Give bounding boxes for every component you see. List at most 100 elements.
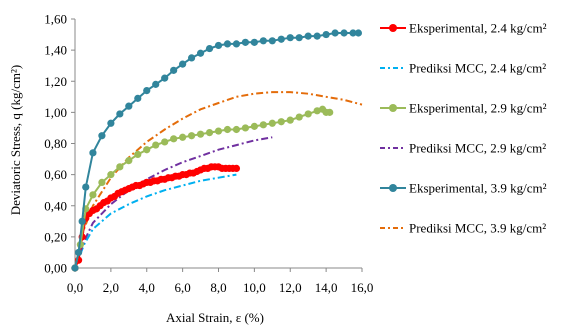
- data-point: [268, 119, 276, 127]
- data-point: [295, 34, 303, 42]
- y-tick-label: 0,60: [44, 167, 67, 182]
- data-point: [89, 149, 97, 157]
- data-point: [187, 54, 196, 62]
- legend-label: Prediksi MCC, 2.4 kg/cm²: [409, 61, 546, 76]
- legend-item-5: Eksperimental, 3.9 kg/cm²: [380, 181, 547, 196]
- series-line: [74, 136, 273, 269]
- x-tick-label: 8,0: [210, 280, 226, 295]
- series-3: [71, 105, 334, 272]
- y-tick-label: 0,20: [44, 229, 67, 244]
- legend-label: Eksperimental, 2.9 kg/cm²: [409, 101, 547, 116]
- data-point: [304, 110, 312, 118]
- y-tick-label: 1,60: [44, 12, 67, 27]
- data-point: [232, 125, 241, 134]
- data-point: [152, 141, 160, 149]
- data-point: [214, 127, 223, 135]
- series-5: [71, 29, 363, 272]
- series-1: [71, 163, 241, 272]
- data-point: [340, 29, 348, 37]
- data-point: [232, 164, 241, 172]
- data-point: [259, 121, 267, 129]
- x-tick-label: 14,0: [315, 280, 338, 295]
- data-point: [107, 171, 115, 179]
- data-point: [250, 38, 258, 46]
- y-tick-label: 1,00: [44, 105, 67, 120]
- data-point: [259, 37, 267, 45]
- axes: 0,00 0,20 0,40 0,60 0,80 1,00 1,20 1,40 1,60 0,0 2…: [44, 12, 373, 296]
- data-point: [134, 150, 142, 158]
- y-tick-label: 0,00: [44, 261, 67, 276]
- data-point: [205, 44, 214, 53]
- y-tick-label: 1,20: [44, 74, 67, 89]
- data-point: [205, 129, 214, 137]
- data-point: [71, 264, 79, 272]
- y-tick-label: 0,80: [44, 136, 67, 151]
- data-point: [89, 191, 97, 199]
- data-point: [152, 80, 160, 88]
- data-point: [116, 163, 124, 171]
- x-tick-label: 12,0: [279, 280, 302, 295]
- data-point: [277, 118, 285, 126]
- data-point: [179, 60, 187, 68]
- x-tick-label: 2,0: [103, 280, 119, 295]
- data-point: [268, 37, 276, 45]
- series-line: [74, 32, 359, 269]
- data-point: [78, 217, 86, 225]
- legend-marker: [389, 184, 397, 192]
- x-tick-label: 0,0: [67, 280, 83, 295]
- legend-label: Eksperimental, 3.9 kg/cm²: [409, 181, 547, 196]
- data-point: [196, 130, 205, 138]
- x-tick-label: 4,0: [139, 280, 155, 295]
- data-point: [161, 138, 169, 146]
- data-point: [98, 178, 106, 187]
- data-point: [82, 183, 90, 191]
- series-line: [74, 91, 363, 269]
- data-point: [295, 113, 303, 121]
- data-point: [170, 66, 178, 74]
- y-axis-title: Deviatoric Stress, q (kg/cm²): [8, 65, 23, 215]
- x-axis-title: Axial Strain, ε (%): [166, 310, 264, 325]
- legend-label: Prediksi MCC, 2.9 kg/cm²: [409, 141, 546, 156]
- data-point: [125, 102, 133, 110]
- legend-item-2: Prediksi MCC, 2.4 kg/cm²: [380, 61, 546, 76]
- legend-marker: [389, 24, 397, 32]
- data-point: [98, 132, 106, 140]
- data-point: [143, 146, 151, 154]
- x-tick-label: 16,0: [351, 280, 374, 295]
- legend-marker: [389, 104, 397, 112]
- data-point: [116, 110, 124, 118]
- data-point: [331, 29, 339, 37]
- data-point: [304, 32, 312, 40]
- data-point: [241, 124, 250, 132]
- data-point: [134, 94, 142, 102]
- plot-area: [71, 29, 363, 272]
- data-point: [250, 122, 258, 130]
- data-point: [107, 119, 115, 127]
- data-point: [187, 132, 196, 140]
- legend-item-1: Eksperimental, 2.4 kg/cm²: [380, 21, 547, 36]
- series-line: [74, 173, 237, 269]
- legend: Eksperimental, 2.4 kg/cm² Prediksi MCC, 2…: [380, 21, 547, 236]
- series-6: [74, 91, 363, 269]
- data-point: [241, 38, 250, 46]
- legend-label: Eksperimental, 2.4 kg/cm²: [409, 21, 547, 36]
- y-tick-label: 1,40: [44, 43, 67, 58]
- series-4: [74, 136, 273, 269]
- data-point: [286, 34, 294, 42]
- data-point: [74, 248, 83, 257]
- data-point: [170, 135, 178, 143]
- legend-item-4: Prediksi MCC, 2.9 kg/cm²: [380, 141, 546, 156]
- data-point: [125, 157, 133, 165]
- data-point: [322, 30, 330, 39]
- data-point: [223, 125, 232, 134]
- data-point: [286, 116, 294, 124]
- series-2: [74, 173, 237, 269]
- x-tick-label: 10,0: [243, 280, 266, 295]
- data-point: [214, 41, 223, 50]
- legend-item-6: Prediksi MCC, 3.9 kg/cm²: [380, 221, 546, 236]
- y-tick-label: 0,40: [44, 198, 67, 213]
- data-point: [326, 108, 334, 116]
- legend-item-3: Eksperimental, 2.9 kg/cm²: [380, 101, 547, 116]
- data-point: [313, 32, 321, 40]
